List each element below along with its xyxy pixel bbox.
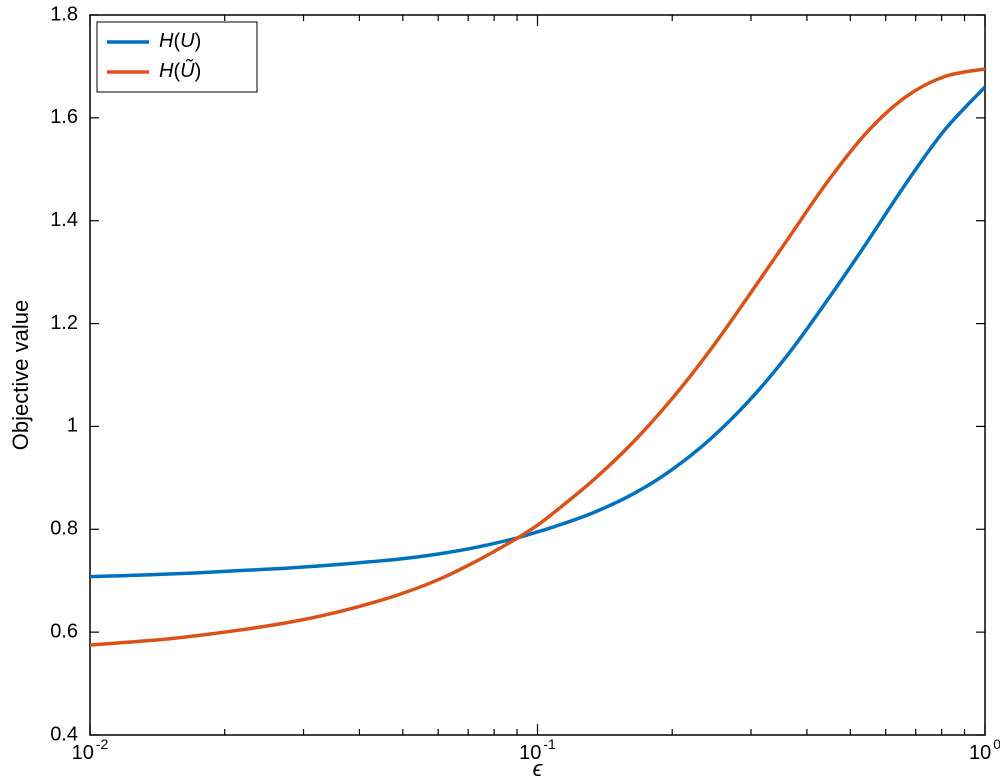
y-tick-label: 0.8 xyxy=(50,518,78,540)
legend: H(U) H(Ũ) xyxy=(97,22,257,92)
legend-label-1: H(Ũ) xyxy=(159,58,201,82)
line-chart: 0.40.60.811.21.41.61.810-210-1100Objecti… xyxy=(0,0,1000,782)
y-tick-label: 1 xyxy=(67,415,78,437)
y-axis-label: Objective value xyxy=(8,300,33,450)
x-axis-label: ϵ xyxy=(533,756,544,781)
y-tick-label: 1.2 xyxy=(50,312,78,334)
y-tick-label: 1.6 xyxy=(50,106,78,128)
y-tick-label: 1.4 xyxy=(50,209,78,231)
legend-label-0: H(U) xyxy=(159,30,201,52)
y-tick-label: 0.6 xyxy=(50,620,78,642)
y-tick-label: 1.8 xyxy=(50,3,78,25)
